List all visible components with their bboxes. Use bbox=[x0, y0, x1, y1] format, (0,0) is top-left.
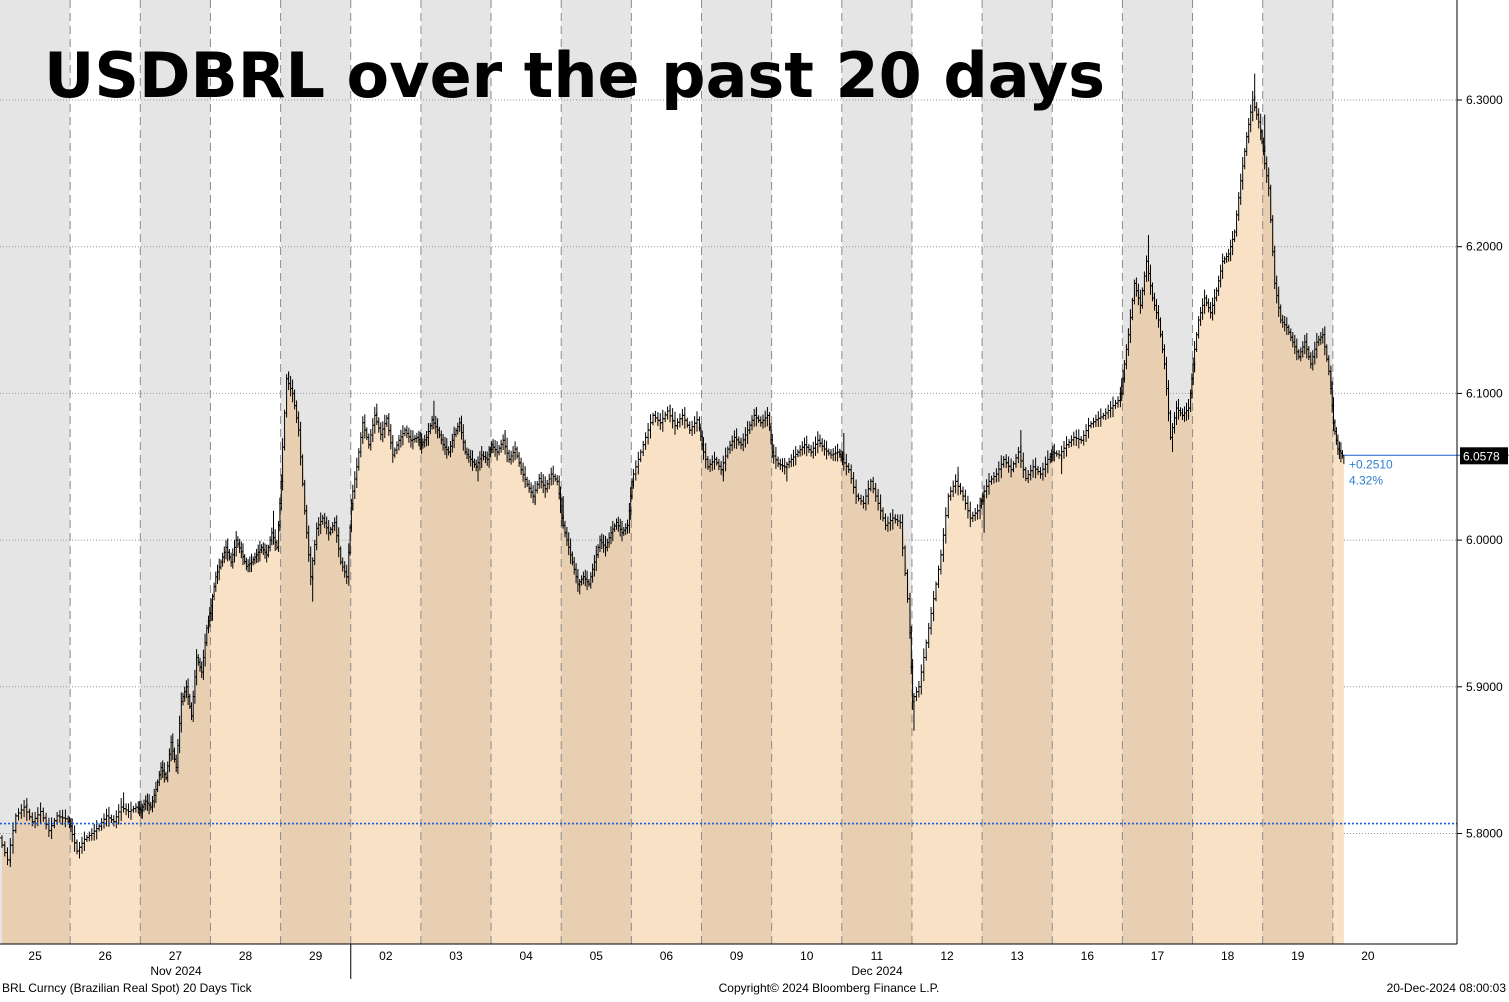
x-tick-label: 18 bbox=[1221, 949, 1235, 963]
y-tick-label: 6.2000 bbox=[1466, 240, 1503, 254]
x-tick-label: 04 bbox=[519, 949, 533, 963]
y-tick-label: 6.3000 bbox=[1466, 93, 1503, 107]
x-tick-label: 26 bbox=[99, 949, 113, 963]
last-price-label: 6.0578 bbox=[1463, 449, 1500, 463]
chart-title: USDBRL over the past 20 days bbox=[44, 39, 1105, 112]
x-tick-label: 29 bbox=[309, 949, 323, 963]
change-absolute: +0.2510 bbox=[1349, 457, 1393, 471]
x-tick-label: 27 bbox=[169, 949, 183, 963]
x-tick-label: 20 bbox=[1361, 949, 1375, 963]
footer-security: BRL Curncy (Brazilian Real Spot) 20 Days… bbox=[2, 981, 253, 995]
y-tick-label: 5.9000 bbox=[1466, 680, 1503, 694]
x-tick-label: 09 bbox=[730, 949, 744, 963]
y-tick-label: 6.0000 bbox=[1466, 533, 1503, 547]
x-tick-label: 13 bbox=[1010, 949, 1024, 963]
y-tick-label: 5.8000 bbox=[1466, 827, 1503, 841]
month-label-nov: Nov 2024 bbox=[150, 964, 202, 978]
x-tick-label: 19 bbox=[1291, 949, 1305, 963]
month-label-dec: Dec 2024 bbox=[851, 964, 903, 978]
x-tick-label: 17 bbox=[1151, 949, 1165, 963]
change-percent: 4.32% bbox=[1349, 473, 1383, 487]
day-separators bbox=[69, 0, 1334, 944]
x-tick-label: 16 bbox=[1081, 949, 1095, 963]
x-tick-label: 25 bbox=[28, 949, 42, 963]
footer-copyright: Copyright© 2024 Bloomberg Finance L.P. bbox=[719, 981, 940, 995]
y-tick-label: 6.1000 bbox=[1466, 386, 1503, 400]
x-tick-label: 03 bbox=[449, 949, 463, 963]
price-ticks bbox=[0, 73, 1345, 867]
x-tick-label: 05 bbox=[590, 949, 604, 963]
x-tick-label: 12 bbox=[940, 949, 954, 963]
axes bbox=[0, 0, 1462, 979]
footer-timestamp: 20-Dec-2024 08:00:03 bbox=[1387, 981, 1507, 995]
shaded-day-band bbox=[0, 0, 71, 944]
last-price-box bbox=[1460, 447, 1508, 465]
x-tick-label: 06 bbox=[660, 949, 674, 963]
x-tick-label: 02 bbox=[379, 949, 393, 963]
reference-line-group: +0.2510 4.32% bbox=[0, 454, 1509, 825]
axis-labels: 6.3000 6.2000 6.1000 6.0000 5.9000 5.8000 6.05… bbox=[2, 93, 1508, 995]
x-tick-label: 11 bbox=[871, 949, 884, 963]
x-tick-label: 10 bbox=[800, 949, 814, 963]
x-tick-label: 28 bbox=[239, 949, 253, 963]
